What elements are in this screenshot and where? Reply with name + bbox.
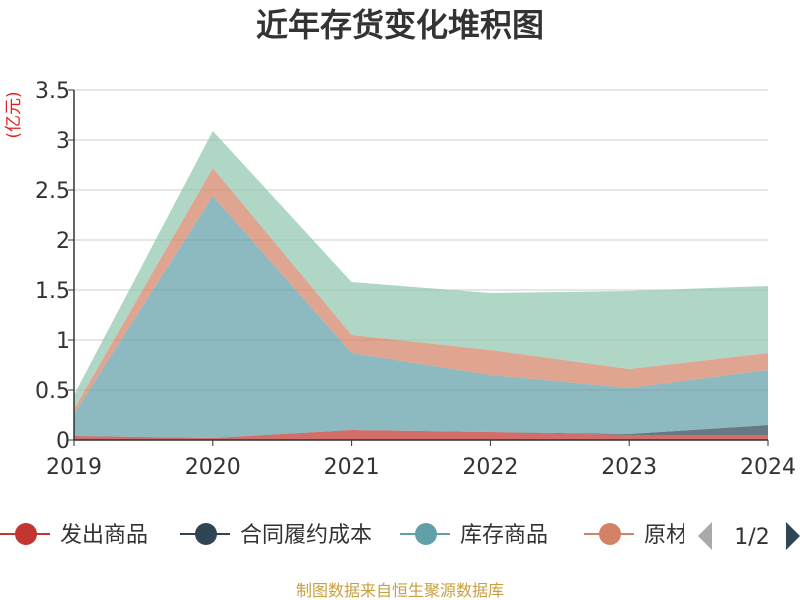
legend-item[interactable]: 原材 xyxy=(584,523,688,548)
legend-label: 库存商品 xyxy=(460,523,548,548)
legend-label: 合同履约成本 xyxy=(240,523,372,548)
x-tick-label: 2024 xyxy=(740,455,796,480)
area-series-4 xyxy=(74,131,768,409)
legend-item[interactable]: 库存商品 xyxy=(400,523,548,548)
y-axis-unit: (亿元) xyxy=(4,91,24,138)
y-tick-label: 2.5 xyxy=(35,179,70,204)
area-series xyxy=(74,131,768,440)
x-tick-label: 2022 xyxy=(462,455,518,480)
legend-item[interactable]: 发出商品 xyxy=(0,523,148,548)
x-axis-ticks: 2019 2020 2021 2022 2023 2024 xyxy=(46,440,796,480)
legend-marker-icon xyxy=(15,523,37,545)
area-series-3 xyxy=(74,168,768,414)
y-tick-label: 1 xyxy=(56,329,70,354)
y-tick-label: 2 xyxy=(56,229,70,254)
legend-label: 原材 xyxy=(644,523,688,548)
x-tick-label: 2023 xyxy=(601,455,657,480)
legend-pager: 1/2 xyxy=(698,522,800,550)
y-tick-label: 0.5 xyxy=(35,379,70,404)
x-tick-label: 2019 xyxy=(46,455,102,480)
legend-prev-icon[interactable] xyxy=(698,522,712,550)
legend-marker-icon xyxy=(415,523,437,545)
x-tick-label: 2021 xyxy=(324,455,380,480)
y-tick-label: 3.5 xyxy=(35,79,70,104)
y-tick-label: 1.5 xyxy=(35,279,70,304)
area-series-0 xyxy=(74,430,768,440)
data-source-note: 制图数据来自恒生聚源数据库 xyxy=(296,581,504,600)
legend-page-indicator: 1/2 xyxy=(734,525,769,550)
axes xyxy=(73,90,768,441)
area-series-2 xyxy=(74,196,768,438)
chart-title: 近年存货变化堆积图 xyxy=(256,6,544,44)
y-tick-label: 0 xyxy=(56,429,70,454)
legend-item[interactable]: 合同履约成本 xyxy=(180,523,372,548)
legend-next-icon[interactable] xyxy=(786,522,800,550)
y-tick-label: 3 xyxy=(56,129,70,154)
x-tick-label: 2020 xyxy=(185,455,241,480)
legend-label: 发出商品 xyxy=(60,523,148,548)
legend-marker-icon xyxy=(599,523,621,545)
y-axis-ticks: 0 0.5 1 1.5 2 2.5 3 3.5 xyxy=(35,79,74,454)
legend-marker-icon xyxy=(195,523,217,545)
legend: 发出商品 合同履约成本 库存商品 原材 xyxy=(0,523,688,548)
